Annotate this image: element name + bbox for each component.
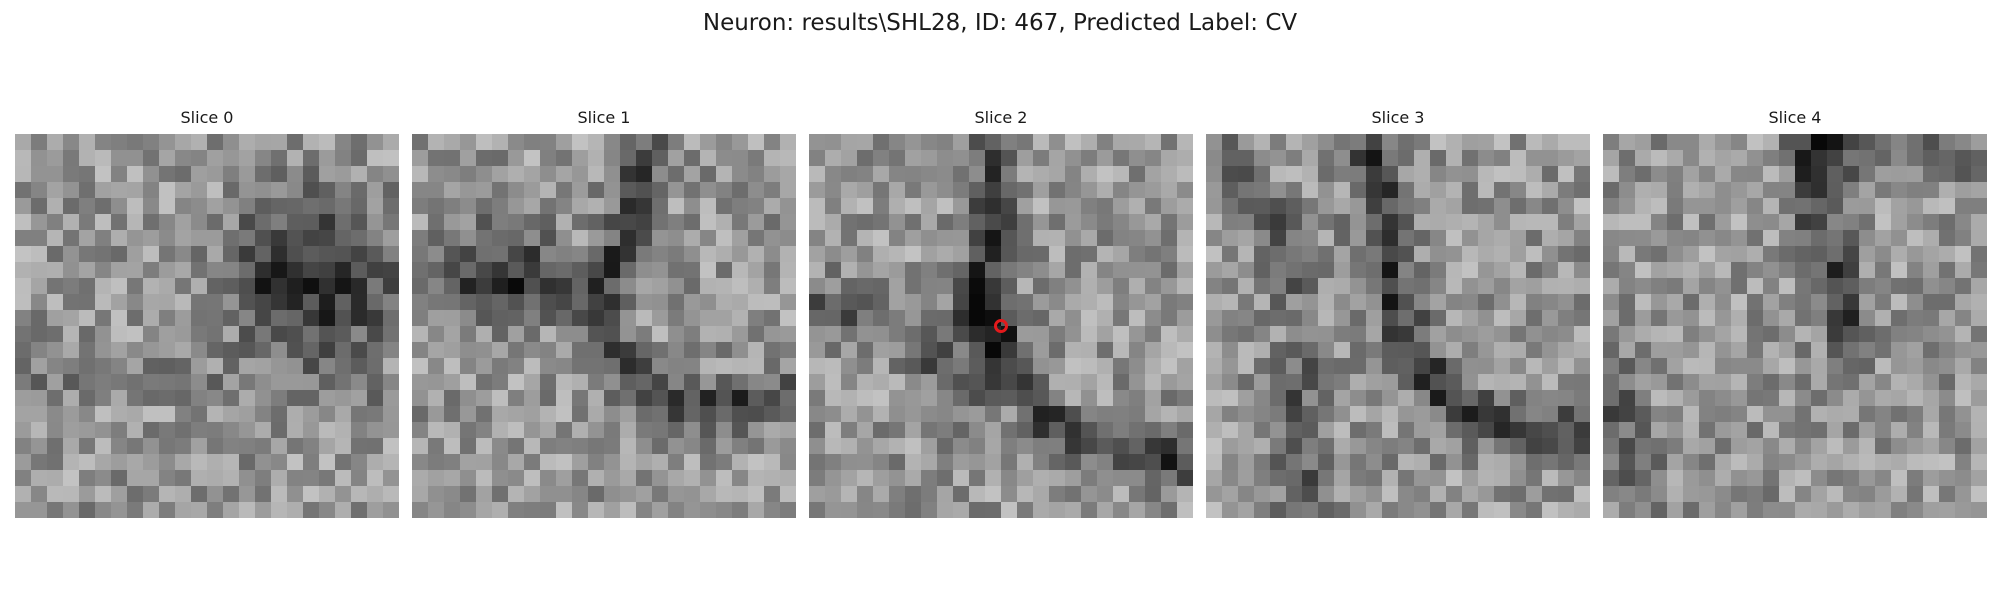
slice-image-2 xyxy=(809,134,1193,518)
slice-panel-0: Slice 0 xyxy=(15,108,399,518)
figure-title: Neuron: results\SHL28, ID: 467, Predicte… xyxy=(702,10,1298,36)
slice-image-3 xyxy=(1206,134,1590,518)
slice-image-0 xyxy=(15,134,399,518)
slice-title-4: Slice 4 xyxy=(1768,108,1822,127)
slice-image-1 xyxy=(412,134,796,518)
slice-title-1: Slice 1 xyxy=(577,108,631,127)
slice-title-0: Slice 0 xyxy=(180,108,234,127)
slice-panel-2: Slice 2 xyxy=(809,108,1193,518)
slice-image-4 xyxy=(1603,134,1987,518)
slice-title-2: Slice 2 xyxy=(974,108,1028,127)
center-marker xyxy=(994,319,1008,333)
slice-panel-4: Slice 4 xyxy=(1603,108,1987,518)
slice-panel-3: Slice 3 xyxy=(1206,108,1590,518)
slice-panel-1: Slice 1 xyxy=(412,108,796,518)
slice-title-3: Slice 3 xyxy=(1371,108,1425,127)
